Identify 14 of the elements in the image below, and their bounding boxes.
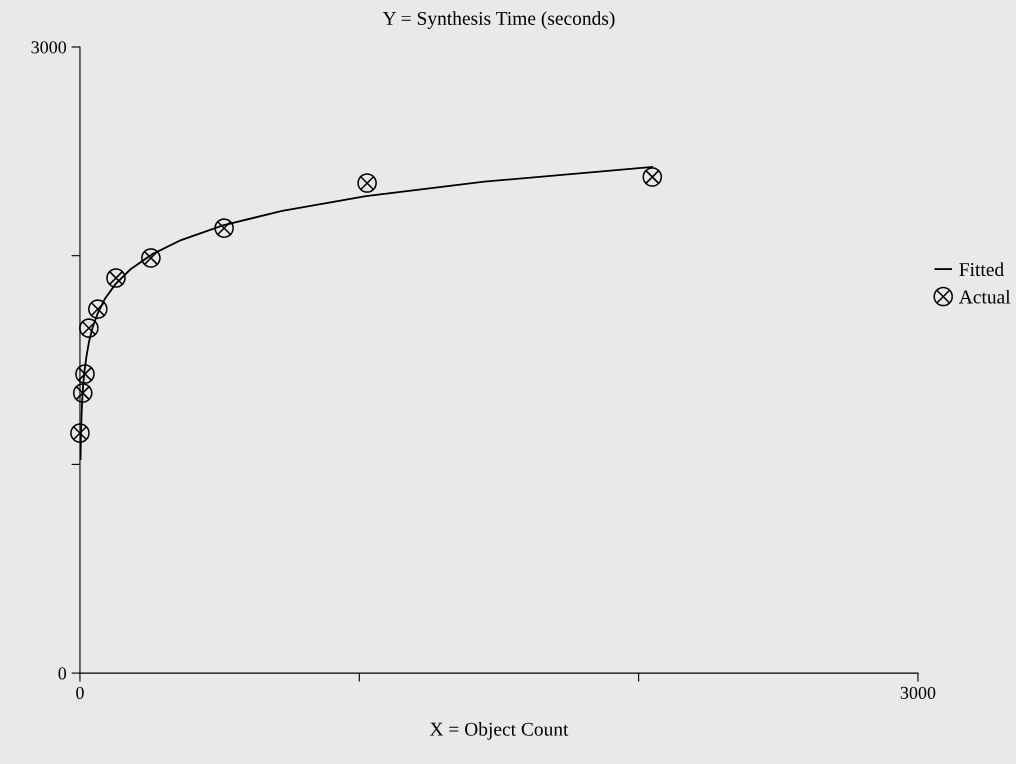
x-axis-title: X = Object Count (429, 722, 569, 740)
chart-title: Y = Synthesis Time (seconds) (382, 11, 615, 29)
legend-label: Fitted (959, 262, 1004, 277)
legend-label: Actual (958, 289, 1011, 304)
point (642, 167, 663, 187)
point (106, 268, 126, 288)
point (75, 364, 95, 384)
point (141, 248, 161, 268)
point (88, 299, 108, 319)
point (70, 423, 90, 443)
point (79, 318, 99, 338)
point (214, 218, 234, 238)
point (72, 383, 93, 403)
point (357, 173, 377, 193)
